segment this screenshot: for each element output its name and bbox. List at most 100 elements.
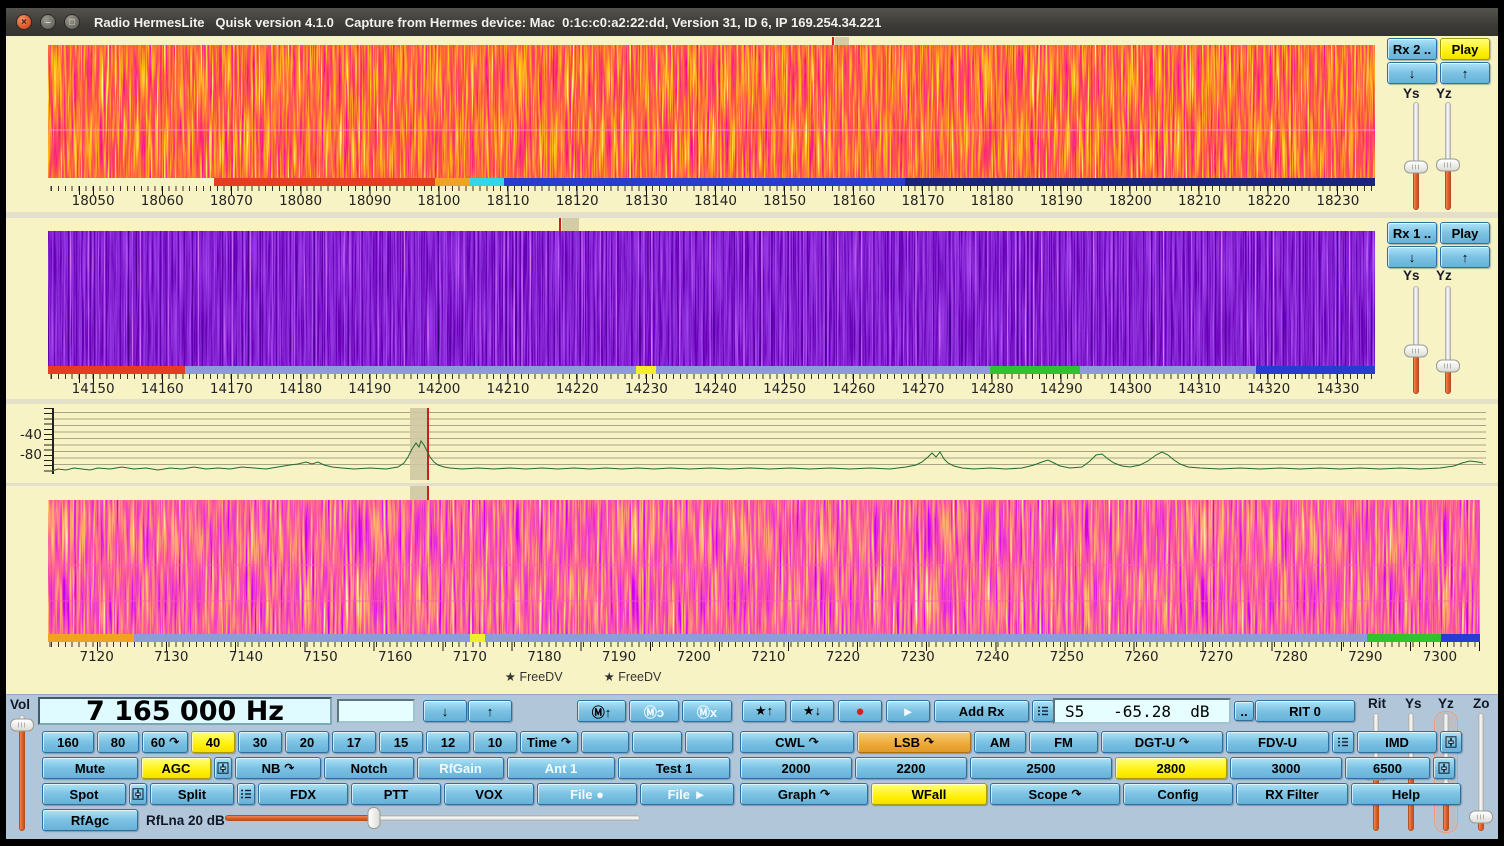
- rx1-button[interactable]: Rx 1 ..: [1387, 222, 1437, 244]
- band-down-button[interactable]: ★↓: [790, 700, 834, 722]
- mode-button-cwl[interactable]: CWL ↷: [740, 731, 854, 753]
- mode-button-fm[interactable]: FM: [1029, 731, 1098, 753]
- agc-slider-icon-button[interactable]: [214, 757, 232, 779]
- rx2-up-button[interactable]: ↑: [1440, 62, 1490, 84]
- band-button-17[interactable]: 17: [332, 731, 376, 753]
- notch-button[interactable]: Notch: [324, 757, 414, 779]
- rx2-play-button[interactable]: Play: [1440, 38, 1490, 60]
- filter-button-3000[interactable]: 3000: [1230, 757, 1342, 779]
- agc-button[interactable]: AGC: [141, 757, 211, 779]
- slider-thumb[interactable]: [367, 807, 381, 829]
- close-icon[interactable]: ×: [16, 14, 32, 30]
- band-button-160[interactable]: 160: [42, 731, 94, 753]
- band-button-time[interactable]: Time ↷: [520, 731, 578, 753]
- filter-button-6500[interactable]: 6500: [1345, 757, 1430, 779]
- rx2-yz-slider[interactable]: [1436, 102, 1460, 210]
- rfagc-button[interactable]: RfAgc: [42, 809, 138, 831]
- spot-button[interactable]: Spot: [42, 783, 126, 805]
- filter-button-2000[interactable]: 2000: [740, 757, 852, 779]
- record-button[interactable]: ●: [838, 700, 882, 722]
- frequency-display[interactable]: 7 165 000 Hz: [38, 696, 332, 727]
- config-button[interactable]: Config: [1123, 783, 1233, 805]
- band-button-15[interactable]: 15: [379, 731, 423, 753]
- fdx-button[interactable]: FDX: [258, 783, 348, 805]
- rx1-tuning-strip[interactable]: [6, 218, 1498, 231]
- station-label[interactable]: ★ FreeDV: [603, 670, 662, 684]
- rx2-tuning-strip[interactable]: [6, 37, 1498, 45]
- imd-slider-icon-button[interactable]: [1440, 731, 1462, 753]
- ant1-button[interactable]: Ant 1: [507, 757, 615, 779]
- freq-down-button[interactable]: ↓: [423, 700, 467, 722]
- nb-button[interactable]: NB ↷: [235, 757, 321, 779]
- memory-next-button[interactable]: Ⓜɔ: [629, 700, 679, 722]
- rflna-slider[interactable]: [225, 807, 640, 829]
- mode-button-lsb[interactable]: LSB ↷: [857, 731, 971, 753]
- filter-button-2200[interactable]: 2200: [855, 757, 967, 779]
- slider-thumb[interactable]: [1469, 810, 1493, 824]
- filter-slider-icon-button[interactable]: [1433, 757, 1455, 779]
- band-button-empty[interactable]: [581, 731, 629, 753]
- rx1-yz-slider[interactable]: [1436, 286, 1460, 394]
- mode-button-am[interactable]: AM: [974, 731, 1026, 753]
- main-tuning-strip[interactable]: [6, 486, 1498, 500]
- filter-button-2800[interactable]: 2800: [1115, 757, 1227, 779]
- slider-thumb[interactable]: [1404, 160, 1428, 174]
- file-record-button[interactable]: File ●: [537, 783, 637, 805]
- rfgain-button[interactable]: RfGain: [417, 757, 504, 779]
- freq-up-button[interactable]: ↑: [468, 700, 512, 722]
- rx2-down-button[interactable]: ↓: [1387, 62, 1437, 84]
- spot-slider-icon-button[interactable]: [129, 783, 147, 805]
- band-button-30[interactable]: 30: [238, 731, 282, 753]
- memory-add-button[interactable]: Ⓜ↑: [577, 700, 626, 722]
- view-button-wfall[interactable]: WFall: [871, 783, 987, 805]
- band-button-empty[interactable]: [632, 731, 682, 753]
- band-button-10[interactable]: 10: [473, 731, 517, 753]
- slider-thumb[interactable]: [1436, 158, 1460, 172]
- view-button-scope[interactable]: Scope ↷: [990, 783, 1120, 805]
- smeter-menu-button[interactable]: ..: [1234, 701, 1254, 721]
- rx-filter-button[interactable]: RX Filter: [1236, 783, 1348, 805]
- band-button-80[interactable]: 80: [97, 731, 139, 753]
- slider-thumb[interactable]: [1404, 344, 1428, 358]
- slider-thumb[interactable]: [10, 718, 34, 732]
- test1-button[interactable]: Test 1: [618, 757, 730, 779]
- band-up-button[interactable]: ★↑: [742, 700, 786, 722]
- rx1-up-button[interactable]: ↑: [1440, 246, 1490, 268]
- mode-list-icon-button[interactable]: [1332, 731, 1354, 753]
- rx1-down-button[interactable]: ↓: [1387, 246, 1437, 268]
- mute-button[interactable]: Mute: [42, 757, 138, 779]
- mode-button-dgtu[interactable]: DGT-U ↷: [1101, 731, 1223, 753]
- filter-button-2500[interactable]: 2500: [970, 757, 1112, 779]
- spectrum-graph[interactable]: -40 -80: [6, 405, 1498, 483]
- ptt-button[interactable]: PTT: [351, 783, 441, 805]
- rx1-play-button[interactable]: Play: [1440, 222, 1490, 244]
- rx1-ys-slider[interactable]: [1404, 286, 1428, 394]
- split-list-icon-button[interactable]: [237, 783, 255, 805]
- add-rx-button[interactable]: Add Rx: [934, 700, 1029, 722]
- band-button-60[interactable]: 60 ↷: [142, 731, 188, 753]
- mode-button-fdvu[interactable]: FDV-U: [1226, 731, 1329, 753]
- band-button-40[interactable]: 40: [191, 731, 235, 753]
- rit-button[interactable]: RIT 0: [1255, 700, 1355, 722]
- split-button[interactable]: Split: [150, 783, 234, 805]
- memory-delete-button[interactable]: Ⓜx: [682, 700, 732, 722]
- minimize-icon[interactable]: –: [40, 14, 56, 30]
- waterfall-main[interactable]: [48, 500, 1480, 634]
- vox-button[interactable]: VOX: [444, 783, 534, 805]
- view-button-graph[interactable]: Graph ↷: [740, 783, 868, 805]
- file-play-button[interactable]: File ►: [640, 783, 734, 805]
- maximize-icon[interactable]: □: [64, 14, 80, 30]
- vol-slider[interactable]: [10, 715, 34, 831]
- frequency-entry[interactable]: [337, 699, 415, 723]
- band-button-empty[interactable]: [685, 731, 733, 753]
- playback-button[interactable]: ►: [886, 700, 930, 722]
- rx-list-icon-button[interactable]: [1032, 700, 1054, 722]
- band-button-12[interactable]: 12: [426, 731, 470, 753]
- slider-thumb[interactable]: [1436, 359, 1460, 373]
- zo-slider[interactable]: [1469, 713, 1493, 831]
- rx2-button[interactable]: Rx 2 ..: [1387, 38, 1437, 60]
- help-button[interactable]: Help: [1351, 783, 1461, 805]
- rx2-ys-slider[interactable]: [1404, 102, 1428, 210]
- waterfall-rx2[interactable]: [48, 45, 1375, 178]
- waterfall-rx1[interactable]: [48, 231, 1375, 366]
